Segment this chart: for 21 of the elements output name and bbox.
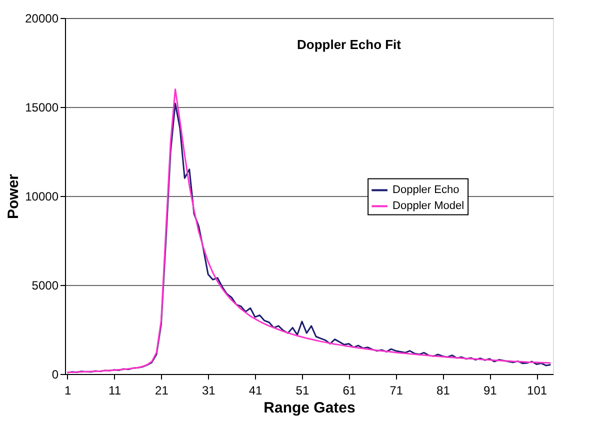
x-tick-label: 71 xyxy=(390,384,404,398)
y-tick-label: 15000 xyxy=(25,100,59,114)
x-axis-title: Range Gates xyxy=(264,400,356,416)
x-tick-label: 91 xyxy=(483,384,498,398)
text: Doppler Echo Fit xyxy=(297,37,402,52)
legend-label: Doppler Echo xyxy=(392,184,460,196)
y-tick-label: 5000 xyxy=(32,278,59,292)
y-tick-label: 20000 xyxy=(25,12,59,26)
x-tick-label: 31 xyxy=(202,384,216,398)
x-tick-label: 101 xyxy=(527,384,548,398)
x-tick-label: 41 xyxy=(248,384,263,398)
x-tick-label: 11 xyxy=(108,384,122,398)
y-tick-label: 10000 xyxy=(25,190,59,204)
x-tick-label: 51 xyxy=(296,384,310,398)
y-axis-title: Power xyxy=(5,174,22,220)
legend-label: Doppler Model xyxy=(392,200,464,212)
x-tick-label: 61 xyxy=(342,384,356,398)
x-tick-label: 21 xyxy=(155,384,169,398)
x-tick-label: 81 xyxy=(436,384,450,398)
x-tick-label: 1 xyxy=(64,384,72,398)
y-tick-label: 0 xyxy=(52,368,59,382)
